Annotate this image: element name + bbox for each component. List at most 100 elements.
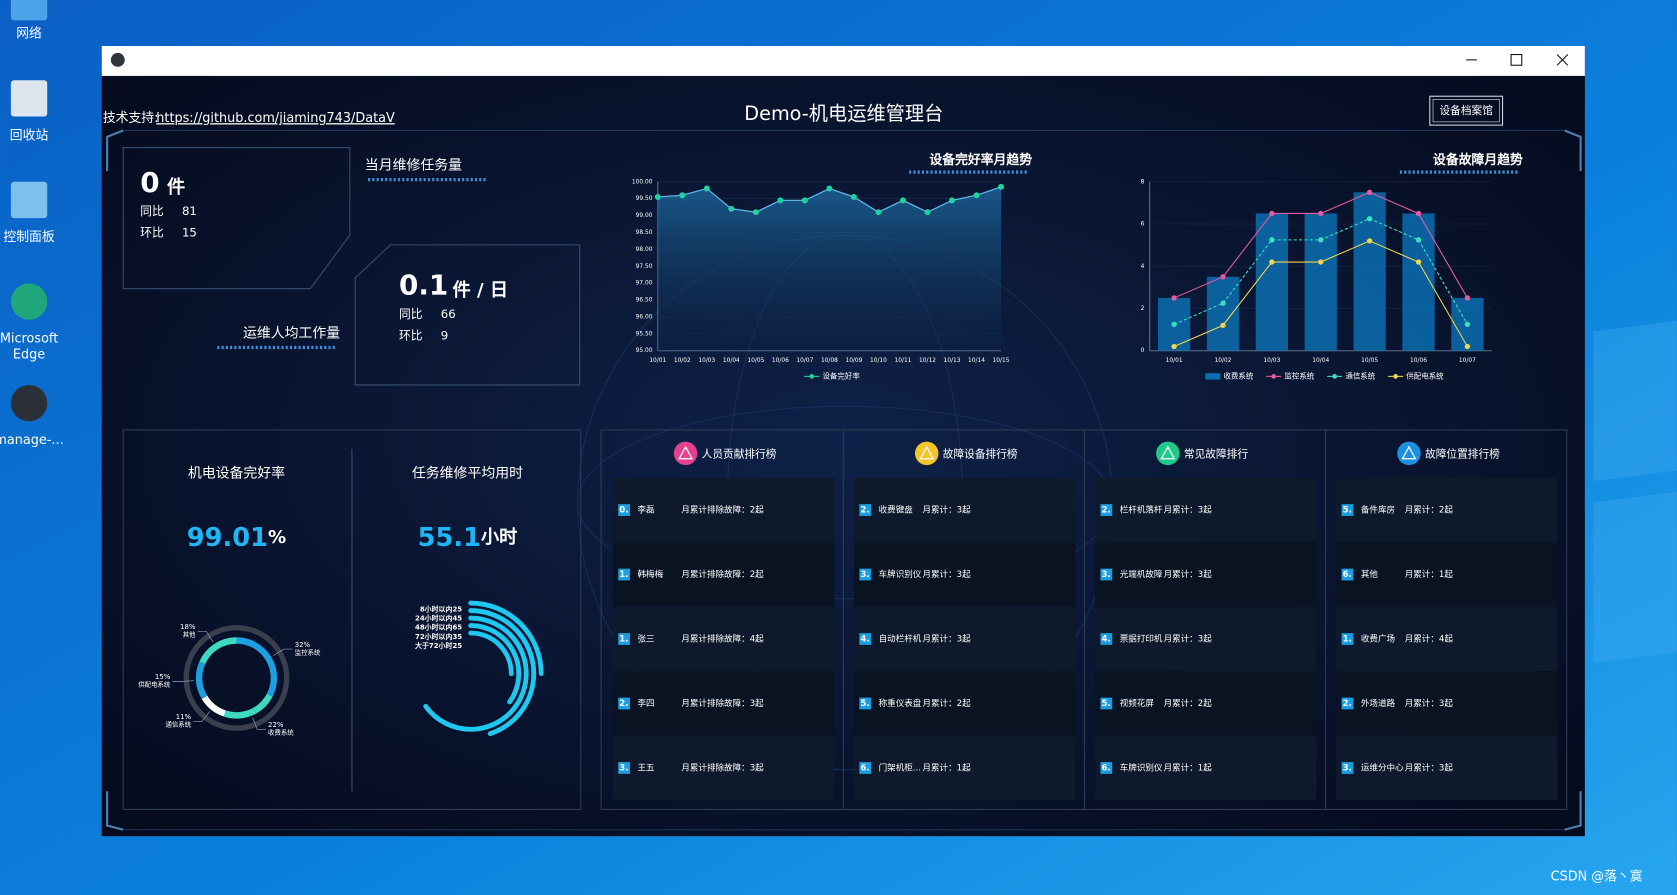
ranking-name: 张三 [637,634,654,645]
gauge-number: 55.1 [418,522,481,552]
x-tick-label: 10/03 [698,358,715,364]
desktop-icon [10,384,48,422]
point [1171,321,1177,328]
ranking-name: 称重仪表盘 [879,697,922,709]
ranking-count: 月累计：3起 [922,633,971,645]
y-tick-label: 96.00 [636,314,653,320]
ranking-row [1336,477,1558,543]
pie-value-label: 11% [176,713,192,721]
rank-number: 5. [860,699,869,709]
rank-badge [618,762,630,774]
rank-badge [859,568,872,581]
rank-number: 1. [619,570,628,580]
ranking-count: 月累计排除故障：2起 [681,504,764,516]
rank-badge [618,568,630,581]
gauge-unit: 小时 [481,527,517,548]
ranking-count: 月累计：3起 [1164,633,1213,645]
rank-number: 1. [1343,635,1352,645]
ranking-icon [1156,441,1180,466]
close-button[interactable] [1556,54,1569,66]
rank-number: 6. [1343,570,1352,580]
ranking-name: 其他 [1361,568,1379,580]
radial-bar [468,600,544,677]
ranking-row [612,606,835,672]
y-tick-label: 95.50 [636,331,653,337]
radial-label: 24小时以内45 [415,614,462,623]
stat-yoy-label: 同比 [399,307,423,321]
pie-segment [201,695,226,717]
radial-bar [468,608,537,737]
y-tick-label: 8 [1141,179,1145,185]
rank-number: 5. [1343,506,1352,516]
y-tick-label: 97.50 [636,264,653,270]
point [973,192,980,199]
rank-number: 2. [619,699,628,709]
point [998,183,1005,190]
ranking-name: 车牌识别仪 [879,568,922,580]
rank-badge [859,504,872,516]
stat-panel-1 [122,147,351,290]
rank-badge [1100,504,1113,516]
x-tick-label: 10/01 [649,358,666,364]
x-tick-label: 10/13 [944,358,961,364]
pie-value-label: 32% [295,641,311,649]
ranking-row [854,477,1076,543]
radial-value: 25 [452,605,462,613]
rank-number: 2. [1102,506,1111,516]
desktop-icon-label: Edge [13,348,45,363]
rank-number: 4. [860,635,869,645]
ranking-row [1095,606,1317,672]
radial-bar [423,615,529,732]
ranking-count: 月累计：3起 [922,504,971,516]
bar [1304,213,1337,351]
y-tick-label: 96.50 [636,298,653,304]
point [1220,300,1226,306]
x-tick-label: 10/14 [968,358,985,364]
rank-badge [618,697,630,710]
y-tick-label: 99.50 [636,196,653,202]
pie-outer-ring [183,625,290,731]
rank-number: 2. [1343,699,1352,709]
point [679,192,686,199]
gauge-unit: % [268,527,286,548]
rank-badge [1100,568,1113,581]
point [1318,210,1324,217]
point [875,209,882,216]
legend-label: 设备完好率 [822,370,860,380]
archive-button[interactable] [1429,95,1504,126]
gauge-title: 机电设备完好率 [188,465,285,482]
area [657,186,1002,351]
rank-number: 0. [619,506,628,516]
x-tick-label: 10/07 [796,358,813,364]
legend-dot [1271,374,1277,379]
point [1464,321,1471,328]
pie-value-label: 22% [268,721,284,729]
rank-number: 6. [860,763,869,773]
app-icon [110,52,125,67]
stat-label: 运维人均工作量 [243,326,340,342]
point [1366,189,1373,196]
ranking-row [1095,477,1317,543]
point [752,209,759,216]
y-tick-label: 95.00 [636,348,653,354]
archive-button-label: 设备档案馆 [1439,104,1493,117]
ranking-name: 收费键盘 [879,504,914,516]
gauge-number: 99.01 [187,522,268,552]
ranking-name: 自动栏杆机 [879,633,922,645]
ranking-row [1095,671,1317,736]
rank-badge [1100,697,1113,710]
point [1269,259,1275,265]
pie-leader [172,680,194,682]
rank-number: 5. [1102,699,1111,709]
x-tick-label: 10/05 [747,358,764,364]
rank-badge [1341,697,1354,710]
support-link[interactable]: https://github.com/jiaming743/DataV [156,111,395,126]
frame-corners [106,129,1582,831]
maximize-button[interactable] [1510,53,1523,66]
ranking-title: 故障位置排行榜 [1425,447,1500,460]
legend-label: 通信系统 [1345,370,1375,380]
ranking-title: 常见故障排行 [1184,447,1248,460]
pie-segment [236,637,278,697]
pie-leader [272,648,293,657]
